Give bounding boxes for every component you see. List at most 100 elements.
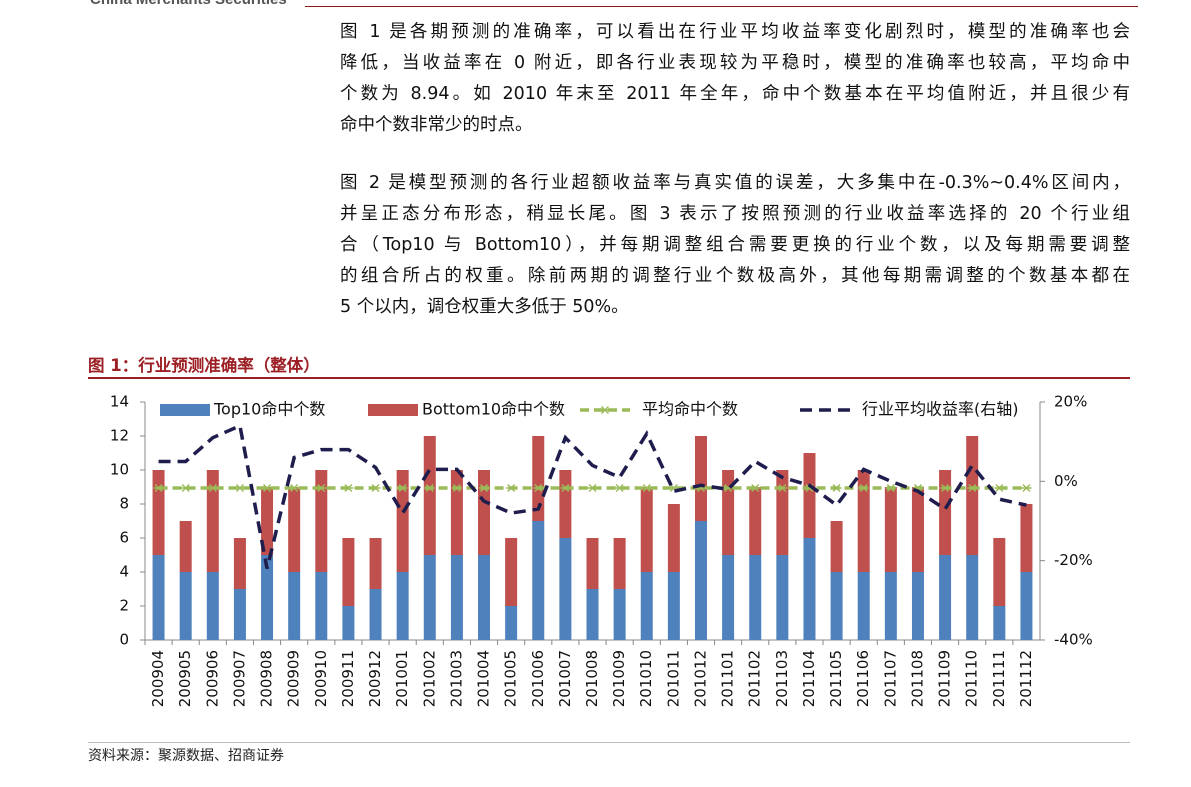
bar-segment	[206, 470, 219, 572]
bar-segment	[911, 487, 924, 572]
bar-segment	[667, 504, 680, 572]
legend-swatch	[368, 404, 418, 416]
bar-segment	[423, 555, 436, 640]
bar-segment	[532, 436, 545, 521]
marker	[370, 483, 381, 493]
text-line: 图 1 是各期预测的准确率，可以看出在行业平均收益率变化剧烈时，模型的准确率也会	[340, 22, 1130, 42]
bar-segment	[884, 572, 897, 640]
bar-segment	[152, 470, 165, 555]
legend-marker	[600, 405, 610, 415]
marker	[750, 483, 761, 493]
bar-segment	[505, 538, 518, 606]
y2-tick-label: 20%	[1054, 393, 1087, 411]
x-tick-label: 200907	[230, 650, 248, 707]
bar-segment	[450, 555, 463, 640]
bar-segment	[369, 589, 382, 640]
paragraph: 图 1 是各期预测的准确率，可以看出在行业平均收益率变化剧烈时，模型的准确率也会…	[340, 17, 1130, 141]
marker	[641, 483, 652, 493]
x-tick-label: 200904	[149, 650, 167, 707]
bar-segment	[1020, 572, 1033, 640]
x-tick-label: 201110	[963, 650, 981, 707]
marker	[207, 483, 218, 493]
x-tick-label: 201103	[773, 650, 791, 707]
marker	[451, 483, 462, 493]
x-tick-label: 201101	[719, 650, 737, 707]
y-tick-label: 2	[119, 597, 129, 615]
x-tick-label: 201008	[583, 650, 601, 707]
text-line: 图 2 是模型预测的各行业超额收益率与真实值的误差，大多集中在-0.3%~0.4…	[340, 173, 1130, 193]
bar-segment	[966, 555, 979, 640]
marker	[614, 483, 625, 493]
marker	[479, 483, 490, 493]
bar-segment	[179, 521, 192, 572]
x-tick-label: 200905	[176, 650, 194, 707]
bar-segment	[206, 572, 219, 640]
x-tick-label: 201112	[1017, 650, 1035, 707]
bar-segment	[179, 572, 192, 640]
x-tick-label: 201006	[529, 650, 547, 707]
text-line: 的组合所占的权重。除前两期的调整行业个数极高外，其他每期需调整的个数基本都在	[340, 266, 1130, 286]
x-tick-label: 201106	[854, 650, 872, 707]
bar-segment	[857, 470, 870, 572]
x-tick-label: 201102	[746, 650, 764, 707]
bar-segment	[396, 470, 409, 572]
x-tick-label: 201001	[393, 650, 411, 707]
marker	[994, 483, 1005, 493]
brand: China Merchants Securities	[90, 0, 287, 8]
y-tick-label: 14	[110, 393, 129, 411]
bar-segment	[369, 538, 382, 589]
x-tick-label: 201107	[881, 650, 899, 707]
bar-segment	[315, 470, 328, 572]
bar-segment	[559, 470, 572, 538]
marker	[560, 483, 571, 493]
marker	[153, 483, 164, 493]
legend-label: Bottom10命中个数	[422, 400, 565, 419]
text-line: 并呈正态分布形态，稍显长尾。图 3 表示了按照预测的行业收益率选择的 20 个行…	[340, 204, 1130, 224]
legend-label: Top10命中个数	[213, 400, 325, 419]
marker	[533, 483, 544, 493]
x-tick-label: 201002	[420, 650, 438, 707]
x-tick-label: 200910	[312, 650, 330, 707]
marker	[289, 483, 300, 493]
y2-tick-label: -40%	[1054, 631, 1093, 649]
x-tick-label: 201108	[908, 650, 926, 707]
bar-segment	[884, 487, 897, 572]
header-rule	[305, 6, 1138, 7]
bar-segment	[261, 555, 274, 640]
bar-segment	[342, 606, 355, 640]
marker	[831, 483, 842, 493]
marker	[397, 483, 408, 493]
bar-segment	[640, 572, 653, 640]
bar-segment	[478, 470, 491, 555]
bar-segment	[613, 538, 626, 589]
legend-label: 平均命中个数	[642, 400, 738, 419]
marker	[858, 483, 869, 493]
text-line: 个数为 8.94。如 2010 年末至 2011 年全年，命中个数基本在平均值附…	[340, 84, 1130, 104]
marker	[587, 483, 598, 493]
marker	[940, 483, 951, 493]
bar-segment	[233, 538, 246, 589]
marker	[180, 483, 191, 493]
y-tick-label: 6	[119, 529, 129, 547]
bar-segment	[1020, 504, 1033, 572]
bar-segment	[939, 470, 952, 555]
marker	[262, 483, 273, 493]
bar-segment	[749, 555, 762, 640]
bar-segment	[342, 538, 355, 606]
y2-tick-label: 0%	[1054, 472, 1078, 490]
legend-label: 行业平均收益率(右轴)	[862, 400, 1019, 419]
x-tick-label: 201009	[610, 650, 628, 707]
bar-segment	[152, 555, 165, 640]
x-tick-label: 201111	[990, 650, 1008, 707]
y-tick-label: 4	[119, 563, 129, 581]
bar-segment	[694, 521, 707, 640]
bar-segment	[830, 572, 843, 640]
bar-segment	[288, 487, 301, 572]
marker	[234, 483, 245, 493]
x-tick-label: 200911	[339, 650, 357, 707]
figure-title: 图 1：行业预测准确率（整体）	[88, 356, 320, 375]
text-line: 命中个数非常少的时点。	[340, 115, 533, 135]
text-line: 合（Top10 与 Bottom10），并每期调整组合需要更换的行业个数，以及每…	[340, 235, 1130, 255]
x-tick-label: 201012	[691, 650, 709, 707]
